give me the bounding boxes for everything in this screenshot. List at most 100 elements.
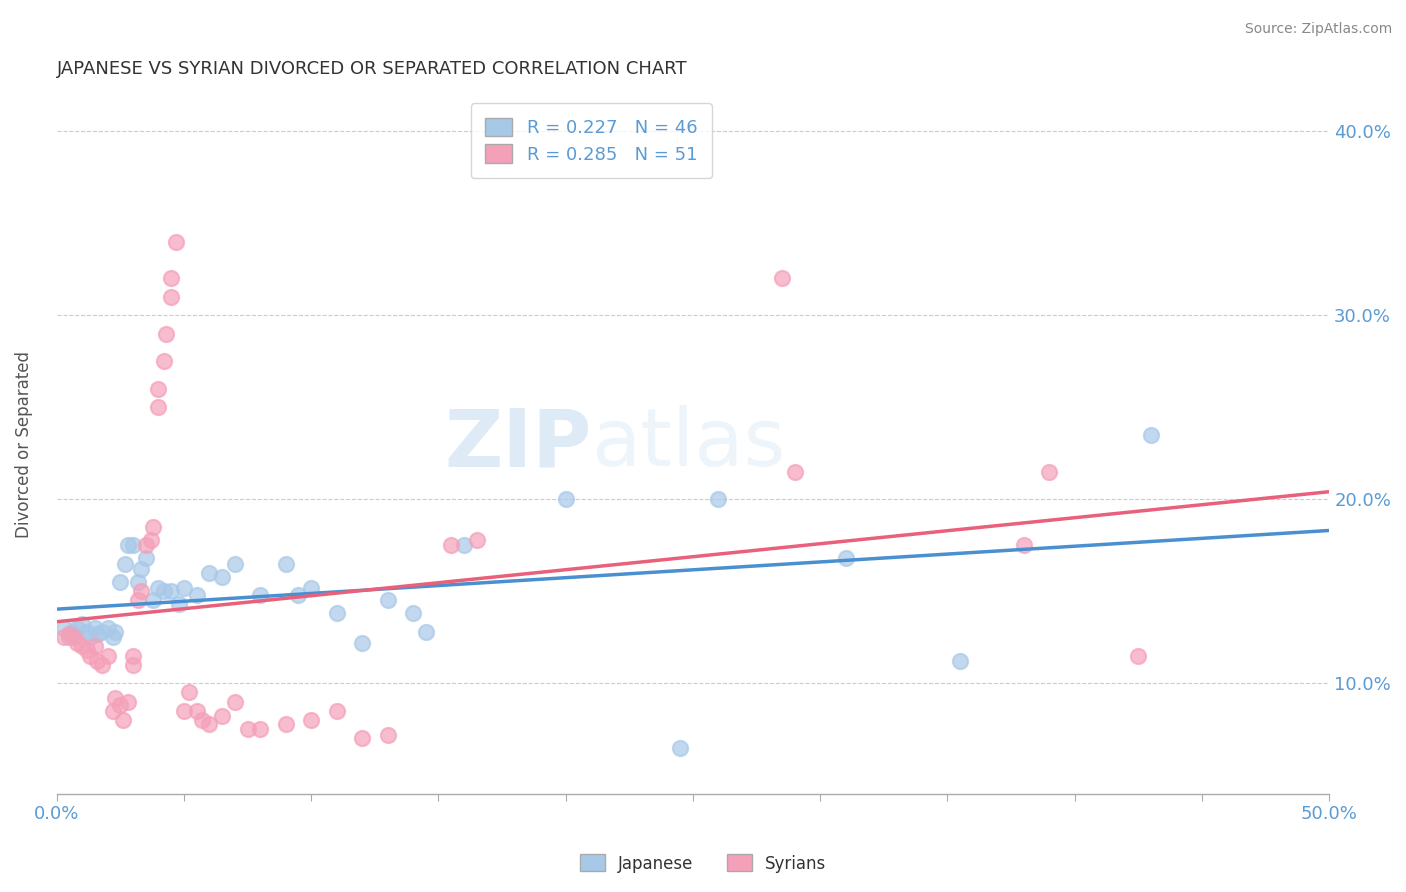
Point xyxy=(352,636,374,650)
Point xyxy=(127,593,149,607)
Point xyxy=(129,562,152,576)
Point xyxy=(117,538,139,552)
Point xyxy=(1140,428,1163,442)
Point xyxy=(96,648,118,663)
Point xyxy=(83,621,105,635)
Legend: R = 0.227   N = 46, R = 0.285   N = 51: R = 0.227 N = 46, R = 0.285 N = 51 xyxy=(471,103,711,178)
Point xyxy=(110,698,132,713)
Point xyxy=(1128,648,1150,663)
Point xyxy=(79,630,101,644)
Point xyxy=(114,557,136,571)
Point xyxy=(148,382,170,396)
Point xyxy=(352,731,374,746)
Point xyxy=(101,630,124,644)
Point xyxy=(135,551,157,566)
Point xyxy=(135,538,157,552)
Point xyxy=(142,593,165,607)
Point xyxy=(198,716,221,731)
Point xyxy=(1012,538,1035,552)
Point xyxy=(465,533,488,547)
Point xyxy=(224,557,246,571)
Point xyxy=(173,581,195,595)
Point xyxy=(707,492,730,507)
Point xyxy=(160,271,183,285)
Point xyxy=(299,713,322,727)
Text: JAPANESE VS SYRIAN DIVORCED OR SEPARATED CORRELATION CHART: JAPANESE VS SYRIAN DIVORCED OR SEPARATED… xyxy=(56,60,688,78)
Point xyxy=(167,597,190,611)
Point xyxy=(91,657,114,672)
Point xyxy=(287,588,309,602)
Point xyxy=(152,584,174,599)
Point xyxy=(96,621,118,635)
Point xyxy=(86,626,108,640)
Point xyxy=(165,235,187,249)
Point xyxy=(63,630,86,644)
Point xyxy=(783,465,806,479)
Point xyxy=(1038,465,1060,479)
Point xyxy=(70,640,93,654)
Point xyxy=(122,648,145,663)
Point xyxy=(249,588,271,602)
Point xyxy=(186,704,208,718)
Point xyxy=(554,492,576,507)
Point xyxy=(79,648,101,663)
Point xyxy=(949,654,972,668)
Point xyxy=(148,401,170,415)
Point xyxy=(86,654,108,668)
Point xyxy=(669,740,692,755)
Point xyxy=(190,713,212,727)
Point xyxy=(76,624,98,639)
Point xyxy=(70,617,93,632)
Point xyxy=(198,566,221,580)
Point xyxy=(377,728,399,742)
Point xyxy=(117,695,139,709)
Point xyxy=(60,624,83,639)
Point xyxy=(770,271,793,285)
Point xyxy=(104,624,127,639)
Point xyxy=(402,607,425,621)
Point xyxy=(377,593,399,607)
Text: ZIP: ZIP xyxy=(444,405,591,483)
Point xyxy=(160,290,183,304)
Point xyxy=(236,723,259,737)
Y-axis label: Divorced or Separated: Divorced or Separated xyxy=(15,351,32,538)
Point xyxy=(104,690,127,705)
Point xyxy=(76,643,98,657)
Point xyxy=(58,630,80,644)
Point xyxy=(66,636,89,650)
Point xyxy=(122,657,145,672)
Point xyxy=(101,704,124,718)
Point xyxy=(299,581,322,595)
Point xyxy=(152,354,174,368)
Legend: Japanese, Syrians: Japanese, Syrians xyxy=(574,847,832,880)
Point xyxy=(53,621,76,635)
Point xyxy=(111,713,134,727)
Point xyxy=(173,704,195,718)
Point xyxy=(139,533,162,547)
Point xyxy=(249,723,271,737)
Point xyxy=(142,520,165,534)
Point xyxy=(274,557,297,571)
Point xyxy=(211,569,233,583)
Point xyxy=(127,575,149,590)
Point xyxy=(211,709,233,723)
Point xyxy=(177,685,200,699)
Text: atlas: atlas xyxy=(591,405,786,483)
Point xyxy=(453,538,475,552)
Point xyxy=(325,704,347,718)
Point xyxy=(186,588,208,602)
Point xyxy=(53,630,76,644)
Point xyxy=(148,581,170,595)
Point xyxy=(91,624,114,639)
Point xyxy=(155,326,177,341)
Text: Source: ZipAtlas.com: Source: ZipAtlas.com xyxy=(1244,22,1392,37)
Point xyxy=(66,621,89,635)
Point xyxy=(83,640,105,654)
Point xyxy=(274,716,297,731)
Point xyxy=(129,584,152,599)
Point xyxy=(224,695,246,709)
Point xyxy=(122,538,145,552)
Point xyxy=(58,626,80,640)
Point xyxy=(440,538,463,552)
Point xyxy=(160,584,183,599)
